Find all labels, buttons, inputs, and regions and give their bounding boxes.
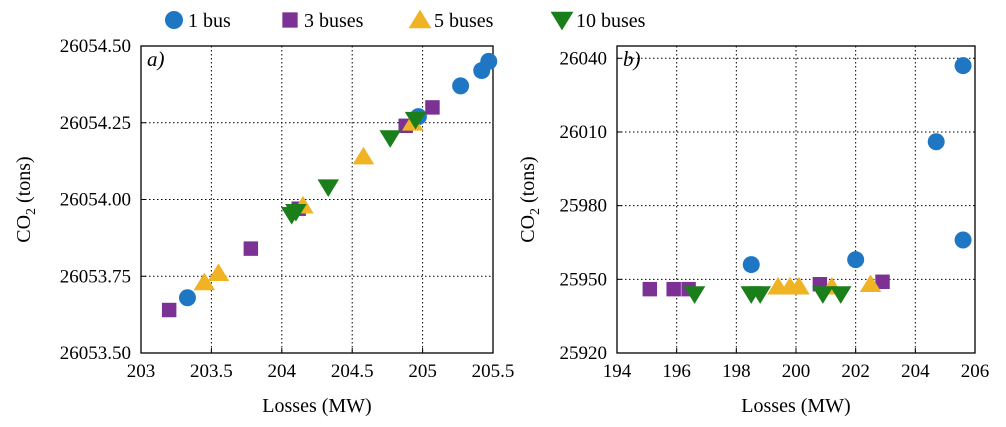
data-point [452, 77, 470, 95]
data-point [954, 231, 972, 249]
legend-marker-square [282, 12, 298, 28]
data-point [317, 179, 340, 197]
data-point [875, 274, 890, 290]
y-tick-label: 26010 [560, 122, 608, 143]
data-point [749, 286, 771, 304]
y-tick-label: 26053.75 [60, 266, 131, 287]
panel-a: 203 203.5 204 204.5 205 205.5 26053.50 26053.75… [13, 36, 514, 417]
data-point [788, 276, 810, 295]
data-point [666, 281, 681, 297]
x-tick-label: 196 [662, 361, 691, 382]
y-tick-label: 26054.00 [60, 190, 131, 211]
x-tick-label: 204 [901, 361, 930, 382]
data-point [425, 100, 440, 115]
y-tick-label: 26054.25 [60, 113, 131, 134]
series-10-buses [683, 286, 852, 304]
data-point [193, 272, 216, 291]
legend-label: 1 bus [188, 10, 231, 32]
legend-marker-triangle-down [550, 11, 574, 31]
data-point [178, 289, 196, 307]
y-axis-label: CO2 (tons) [517, 156, 543, 242]
panel-b: 194 196 198 200 202 204 206 25920 25950 25980 2601… [517, 45, 990, 417]
legend-label: 10 buses [576, 10, 646, 32]
x-tick-label: 203 [127, 361, 156, 382]
series-10-buses [280, 111, 427, 225]
legend-item: 3 buses [282, 10, 364, 32]
panel-label: b) [623, 47, 641, 71]
y-tick-label: 25980 [560, 196, 608, 217]
x-tick-label: 202 [841, 361, 870, 382]
y-tick-label: 26053.50 [60, 343, 131, 364]
panel-label: a) [147, 47, 165, 71]
data-point [404, 111, 427, 130]
x-tick-label: 194 [603, 361, 632, 382]
data-point [243, 241, 259, 256]
data-point [285, 203, 307, 222]
x-tick-label: 206 [961, 361, 990, 382]
legend-item: 10 buses [550, 10, 646, 32]
data-point [812, 286, 834, 304]
data-point [161, 302, 177, 318]
legend: 1 bus 3 buses 5 buses 10 buses [165, 9, 646, 32]
data-point [859, 274, 882, 293]
x-tick-label: 205.5 [472, 361, 515, 382]
y-tick-label: 26054.50 [60, 36, 131, 57]
legend-marker-circle [165, 11, 183, 29]
x-axis-label: Losses (MW) [741, 395, 850, 417]
legend-item: 1 bus [165, 10, 231, 32]
data-point [207, 263, 230, 281]
data-point [642, 281, 658, 297]
y-tick-label: 25950 [560, 269, 608, 290]
data-point [829, 286, 852, 304]
data-point [954, 57, 972, 75]
x-axis-label: Losses (MW) [262, 395, 371, 417]
legend-item: 5 buses [408, 9, 494, 32]
x-tick-label: 200 [782, 361, 811, 382]
data-point [379, 130, 401, 148]
x-tick-label: 205 [408, 361, 437, 382]
legend-label: 3 buses [304, 10, 364, 32]
y-tick-label: 26040 [560, 48, 608, 69]
legend-marker-triangle-up [408, 9, 432, 29]
y-tick-label: 25920 [560, 343, 608, 364]
data-point [847, 251, 865, 269]
data-point [480, 52, 498, 70]
data-point [927, 133, 945, 151]
data-point [352, 146, 375, 165]
x-tick-label: 198 [722, 361, 751, 382]
series-1-bus [742, 57, 972, 274]
data-point [742, 256, 760, 274]
data-point [683, 286, 706, 304]
legend-label: 5 buses [434, 10, 494, 32]
x-tick-label: 203.5 [190, 361, 233, 382]
x-tick-label: 204.5 [331, 361, 374, 382]
x-tick-label: 204 [268, 361, 297, 382]
y-axis-label: CO2 (tons) [13, 156, 39, 242]
